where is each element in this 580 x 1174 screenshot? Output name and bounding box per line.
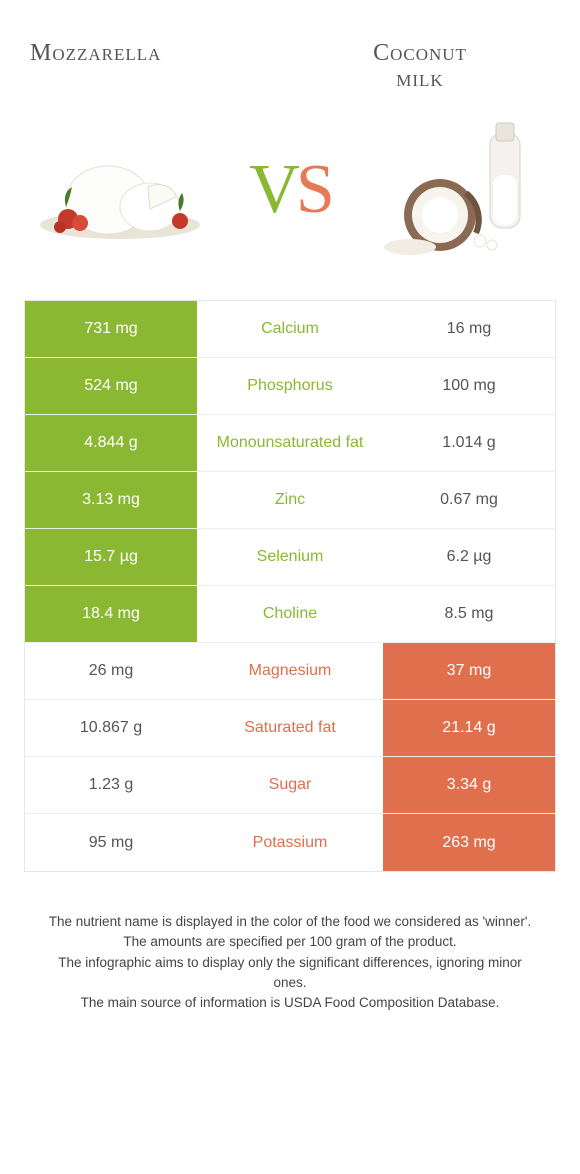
value-right: 21.14 g <box>383 700 555 756</box>
table-row: 3.13 mgZinc0.67 mg <box>25 472 555 529</box>
value-left: 1.23 g <box>25 757 197 813</box>
nutrient-label: Magnesium <box>197 643 383 699</box>
title-right: Coconut milk <box>290 40 550 93</box>
value-right: 3.34 g <box>383 757 555 813</box>
table-row: 10.867 gSaturated fat21.14 g <box>25 700 555 757</box>
images-row: VS <box>0 110 580 300</box>
vs-v: V <box>249 151 296 228</box>
table-row: 1.23 gSugar3.34 g <box>25 757 555 814</box>
value-left: 4.844 g <box>25 415 197 471</box>
value-right: 6.2 µg <box>383 529 555 585</box>
value-right: 16 mg <box>383 301 555 357</box>
nutrient-label: Choline <box>197 586 383 642</box>
value-left: 524 mg <box>25 358 197 414</box>
nutrient-label: Sugar <box>197 757 383 813</box>
mozzarella-image <box>30 115 210 265</box>
table-row: 4.844 gMonounsaturated fat1.014 g <box>25 415 555 472</box>
table-row: 731 mgCalcium16 mg <box>25 301 555 358</box>
nutrient-label: Saturated fat <box>197 700 383 756</box>
nutrient-label: Calcium <box>197 301 383 357</box>
footer-notes: The nutrient name is displayed in the co… <box>0 872 580 1013</box>
comparison-table: 731 mgCalcium16 mg524 mgPhosphorus100 mg… <box>24 300 556 872</box>
table-row: 524 mgPhosphorus100 mg <box>25 358 555 415</box>
header: Mozzarella Coconut milk <box>0 0 580 110</box>
table-row: 18.4 mgCholine8.5 mg <box>25 586 555 643</box>
nutrient-label: Zinc <box>197 472 383 528</box>
value-right: 100 mg <box>383 358 555 414</box>
nutrient-label: Potassium <box>197 814 383 871</box>
title-right-line1: Coconut <box>373 40 467 66</box>
value-right: 263 mg <box>383 814 555 871</box>
footer-line1: The nutrient name is displayed in the co… <box>40 912 540 932</box>
nutrient-label: Phosphorus <box>197 358 383 414</box>
footer-line4: The main source of information is USDA F… <box>40 993 540 1013</box>
value-left: 15.7 µg <box>25 529 197 585</box>
nutrient-label: Monounsaturated fat <box>197 415 383 471</box>
coconut-image <box>370 115 550 265</box>
value-left: 10.867 g <box>25 700 197 756</box>
value-left: 95 mg <box>25 814 197 871</box>
footer-line3: The infographic aims to display only the… <box>40 953 540 994</box>
value-right: 1.014 g <box>383 415 555 471</box>
nutrient-label: Selenium <box>197 529 383 585</box>
value-right: 8.5 mg <box>383 586 555 642</box>
value-left: 3.13 mg <box>25 472 197 528</box>
table-row: 15.7 µgSelenium6.2 µg <box>25 529 555 586</box>
table-row: 26 mgMagnesium37 mg <box>25 643 555 700</box>
value-right: 0.67 mg <box>383 472 555 528</box>
title-left: Mozzarella <box>30 40 290 67</box>
value-left: 26 mg <box>25 643 197 699</box>
vs-label: VS <box>249 150 331 230</box>
vs-s: S <box>296 151 331 228</box>
title-right-line2: milk <box>396 66 443 92</box>
table-row: 95 mgPotassium263 mg <box>25 814 555 871</box>
value-left: 731 mg <box>25 301 197 357</box>
footer-line2: The amounts are specified per 100 gram o… <box>40 932 540 952</box>
value-left: 18.4 mg <box>25 586 197 642</box>
value-right: 37 mg <box>383 643 555 699</box>
